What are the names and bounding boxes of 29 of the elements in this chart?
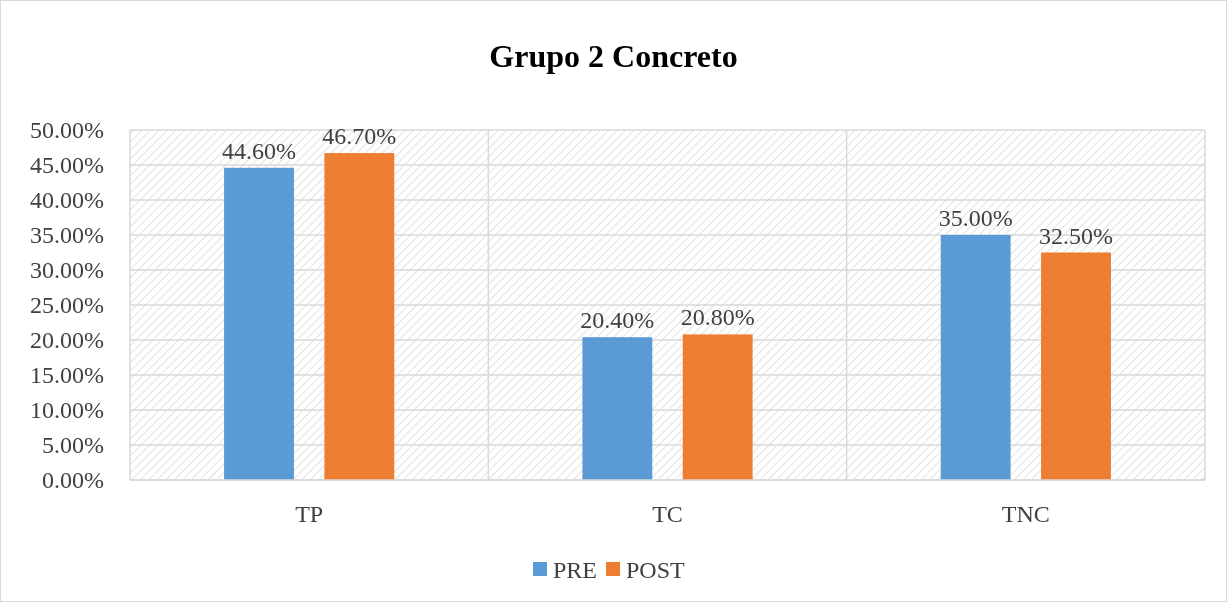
bar xyxy=(582,337,653,480)
y-tick-label: 5.00% xyxy=(42,432,104,459)
data-label: 20.40% xyxy=(580,307,655,334)
data-label: 44.60% xyxy=(222,137,296,164)
legend-label: PRE xyxy=(553,557,598,584)
y-tick-label: 35.00% xyxy=(30,222,104,249)
y-tick-label: 30.00% xyxy=(30,257,104,284)
bar xyxy=(682,334,753,480)
legend-label: POST xyxy=(626,557,686,584)
y-tick-label: 15.00% xyxy=(30,362,104,389)
data-label: 20.80% xyxy=(680,304,755,331)
y-tick-label: 0.00% xyxy=(42,467,104,494)
y-tick-label: 45.00% xyxy=(30,152,104,179)
y-tick-label: 25.00% xyxy=(30,292,104,319)
bar xyxy=(224,167,294,480)
y-tick-label: 40.00% xyxy=(30,187,104,214)
x-tick-label: TNC xyxy=(1001,501,1050,527)
chart-title: Grupo 2 Concreto xyxy=(489,38,738,74)
x-tick-label: TP xyxy=(295,501,324,527)
data-label: 32.50% xyxy=(1039,222,1113,249)
data-label: 46.70% xyxy=(322,123,397,150)
y-tick-label: 10.00% xyxy=(30,397,104,424)
bar xyxy=(324,153,395,480)
y-tick-label: 20.00% xyxy=(30,327,104,354)
data-label: 35.00% xyxy=(938,205,1013,231)
y-tick-label: 50.00% xyxy=(30,117,104,144)
bar xyxy=(1041,252,1111,480)
bar xyxy=(940,235,1011,480)
x-tick-label: TC xyxy=(652,501,683,527)
